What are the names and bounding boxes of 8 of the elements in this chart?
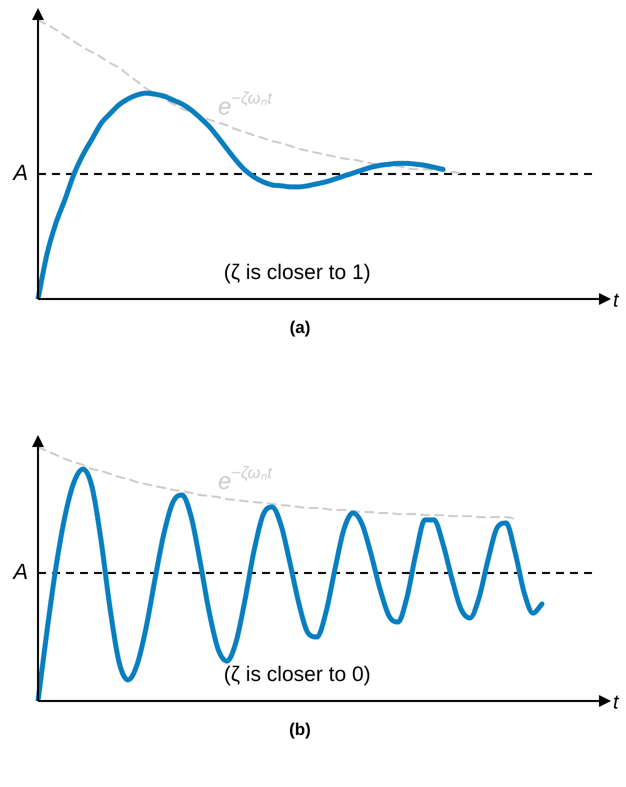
- text: (a): [290, 318, 310, 337]
- ref-line-label: A: [11, 160, 28, 186]
- annotation: (ζ is closer to 1): [224, 261, 371, 284]
- text: (b): [289, 720, 311, 739]
- x-axis-title: t: [613, 290, 620, 312]
- x-axis-title: t: [613, 692, 620, 714]
- annotation: (ζ is closer to 0): [224, 663, 371, 686]
- ref-line-label: A: [11, 559, 28, 584]
